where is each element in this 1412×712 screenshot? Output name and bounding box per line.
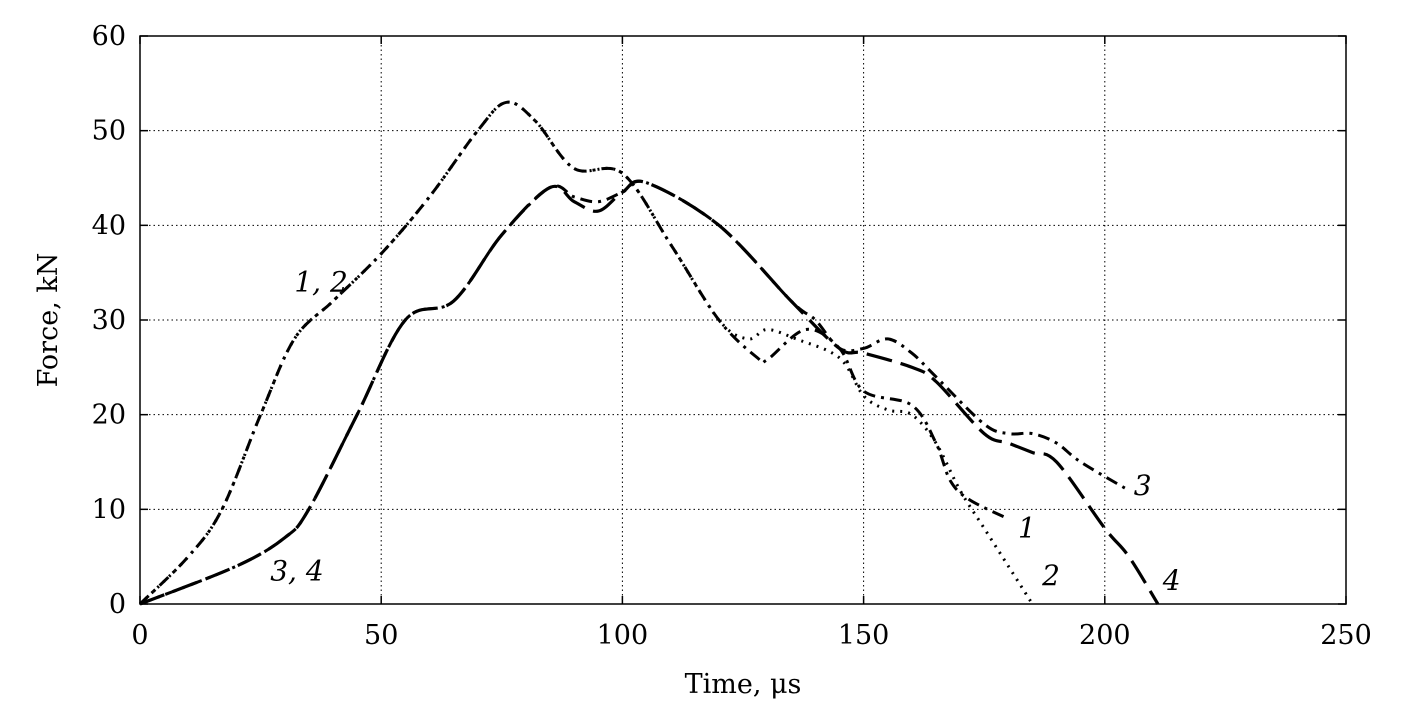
curve-label: 2 <box>1041 559 1060 592</box>
y-axis-title: Force, kN <box>33 253 64 388</box>
y-tick-label: 0 <box>109 589 126 620</box>
tick-layer: 0 50 100 150 200 250 0 10 20 30 40 50 60 <box>92 21 1372 651</box>
series-1-line <box>138 100 1009 606</box>
curve-label: 4 <box>1162 564 1181 597</box>
annotation-layer: 1, 2 3, 4 12 3 4 <box>270 266 1180 597</box>
x-tick-label: 0 <box>131 620 148 651</box>
series-3-line <box>139 179 1130 606</box>
y-tick-label: 50 <box>92 116 126 147</box>
x-tick-label: 100 <box>597 620 649 651</box>
curve-label: 1, 2 <box>294 266 347 299</box>
curve-label: 3, 4 <box>270 554 323 587</box>
curve-label: 3 <box>1134 469 1152 502</box>
y-tick-label: 30 <box>92 305 126 336</box>
x-axis-title: Time, μs <box>685 669 802 700</box>
x-tick-label: 200 <box>1079 620 1131 651</box>
plot-frame <box>139 35 1347 605</box>
curve-label: 1 <box>1018 512 1036 545</box>
curve-layer <box>138 100 1160 606</box>
y-tick-label: 20 <box>92 400 126 431</box>
x-tick-label: 50 <box>364 620 398 651</box>
y-tick-label: 10 <box>92 494 126 525</box>
grid-layer <box>140 36 1346 604</box>
y-tick-label: 60 <box>92 21 126 52</box>
series-2-line <box>138 100 1034 606</box>
y-tick-label: 40 <box>92 210 126 241</box>
x-tick-label: 150 <box>838 620 890 651</box>
series-4-line <box>139 179 1160 606</box>
x-tick-label: 250 <box>1320 620 1372 651</box>
